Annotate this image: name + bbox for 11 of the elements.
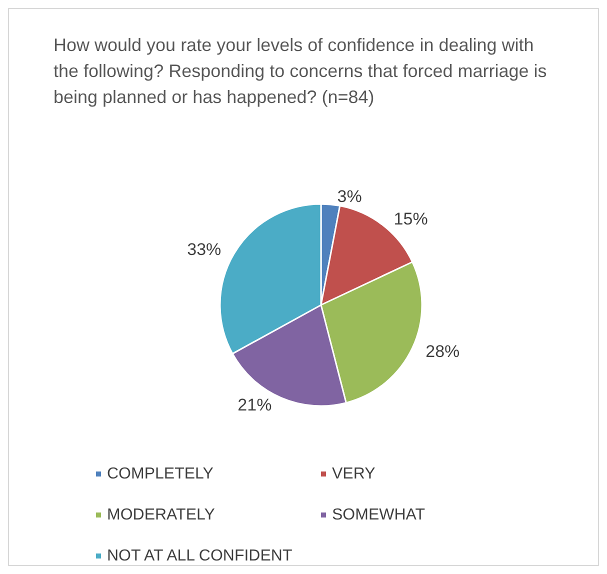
chart-title: How would you rate your levels of confidence in dealing with the following? Responding to concerns that forced marriage is being planned or has happened? (n=84) [54,35,552,107]
legend-label: NOT AT ALL CONFIDENT [107,548,292,564]
data-label: 28% [426,342,460,361]
data-label: 3% [337,186,362,206]
legend-label: MODERATELY [107,506,216,524]
data-label: 33% [187,240,222,260]
legend-label: COMPLETELY [107,466,214,482]
data-label: 21% [238,396,272,415]
legend-label: SOMEWHAT [332,506,426,524]
data-label: 15% [394,209,428,228]
legend-label: VERY [332,466,376,482]
